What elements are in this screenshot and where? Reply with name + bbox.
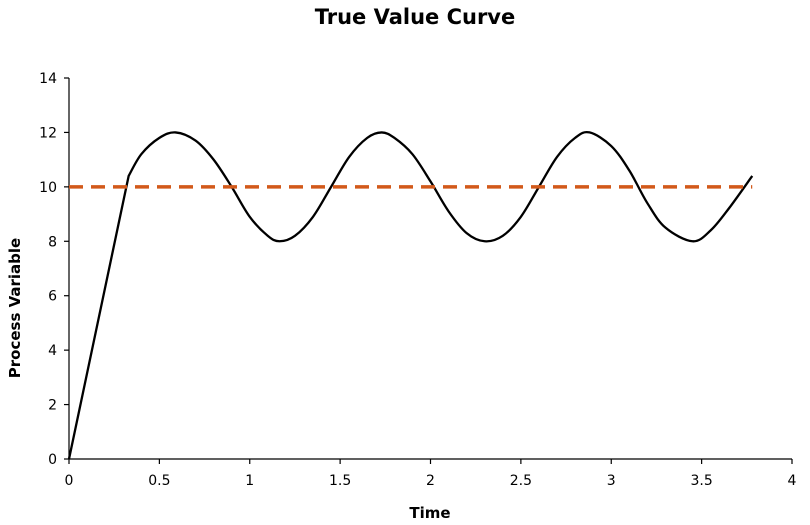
y-ticks: 0 2 4 6 8 10 12 14: [39, 71, 69, 468]
y-tick-label: 10: [39, 180, 57, 196]
x-tick-label: 3.5: [690, 473, 712, 489]
y-tick-label: 4: [48, 343, 57, 359]
x-tick-label: 2.5: [510, 473, 532, 489]
y-tick-label: 2: [48, 398, 57, 414]
series-solid-line: [67, 130, 754, 460]
x-tick-label: 4: [788, 473, 797, 489]
y-tick-label: 12: [39, 125, 57, 141]
x-tick-label: 1: [245, 473, 254, 489]
chart-title: True Value Curve: [315, 5, 516, 29]
x-tick-label: 2: [426, 473, 435, 489]
plot-area: 0 2 4 6 8 10 12 14 0 0.5 1 1.5 2 2.5 3 3.5 4: [39, 71, 796, 489]
x-tick-label: 3: [607, 473, 616, 489]
x-tick-label: 0: [65, 473, 74, 489]
x-tick-label: 1.5: [329, 473, 351, 489]
y-tick-label: 14: [39, 71, 57, 87]
y-tick-label: 6: [48, 289, 57, 305]
y-tick-label: 8: [48, 234, 57, 250]
x-tick-label: 0.5: [148, 473, 170, 489]
series-layer: [67, 130, 754, 460]
y-axis-label: Process Variable: [6, 238, 24, 378]
x-axis-label: Time: [409, 504, 450, 522]
x-ticks: 0 0.5 1 1.5 2 2.5 3 3.5 4: [65, 459, 797, 489]
y-tick-label: 0: [48, 452, 57, 468]
